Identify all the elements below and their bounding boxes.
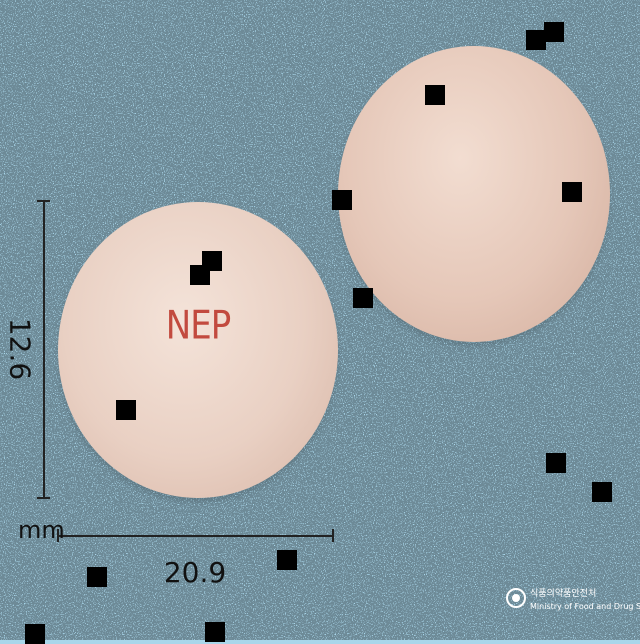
noise-square (25, 624, 45, 644)
pill-imprint: NEP (165, 303, 231, 349)
noise-square (116, 400, 136, 420)
height-dimension-line (43, 200, 45, 498)
noise-square (87, 567, 107, 587)
noise-square (544, 22, 564, 42)
noise-square (526, 30, 546, 50)
noise-square (546, 453, 566, 473)
width-label: 20.9 (163, 556, 227, 589)
noise-square (277, 550, 297, 570)
unit-label: mm (18, 516, 65, 544)
noise-square (562, 182, 582, 202)
ministry-emblem-icon (506, 588, 526, 608)
noise-square (205, 622, 225, 642)
noise-square (592, 482, 612, 502)
ministry-logo: 식품의약품안전처 Ministry of Food and Drug Safet… (506, 582, 640, 618)
width-tick-left (57, 529, 59, 542)
noise-square (353, 288, 373, 308)
logo-english-text: Ministry of Food and Drug Safety (530, 602, 640, 611)
logo-korean-text: 식품의약품안전처 (530, 589, 597, 599)
height-label: 12.6 (3, 317, 37, 381)
width-tick-right (332, 529, 334, 542)
noise-square (425, 85, 445, 105)
width-dimension-line (57, 535, 333, 537)
noise-square (190, 265, 210, 285)
noise-square (332, 190, 352, 210)
pill-front-view (58, 202, 338, 498)
height-tick-bottom (37, 497, 50, 499)
height-tick-top (37, 200, 50, 202)
